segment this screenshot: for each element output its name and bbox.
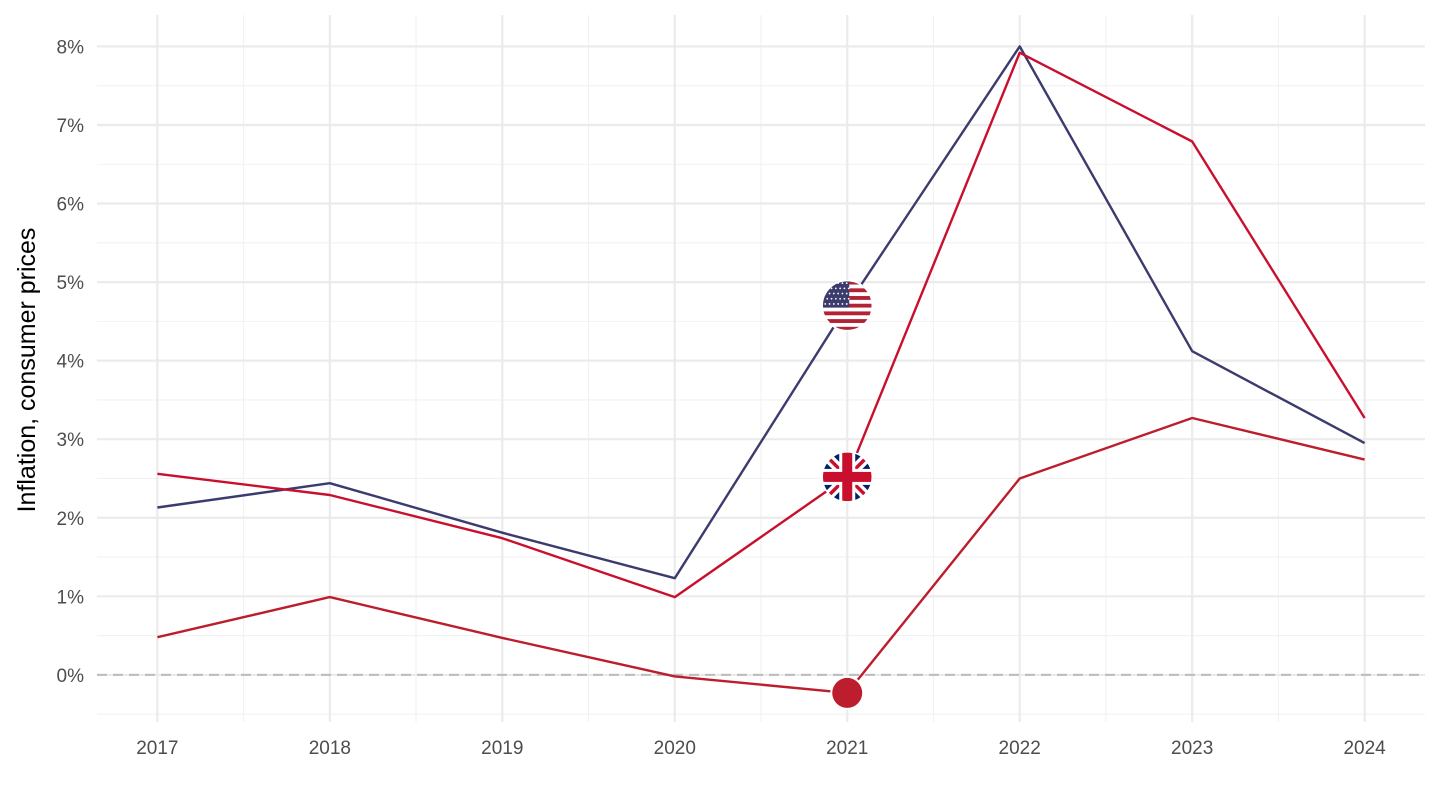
x-tick-label: 2020 bbox=[654, 738, 696, 759]
y-tick-label: 4% bbox=[57, 352, 85, 373]
series-markers bbox=[821, 279, 873, 710]
x-tick-label: 2017 bbox=[136, 738, 178, 759]
x-axis-tick-labels: 2017 2018 2019 2020 2021 2022 2023 2024 bbox=[136, 738, 1386, 759]
minor-gridlines bbox=[97, 15, 1425, 722]
series-line-1 bbox=[157, 45, 1366, 580]
us-flag-icon bbox=[821, 279, 873, 332]
series-lines bbox=[157, 45, 1366, 695]
y-tick-label: 6% bbox=[57, 195, 85, 216]
x-tick-label: 2018 bbox=[309, 738, 351, 759]
y-tick-label: 7% bbox=[57, 116, 85, 137]
y-tick-label: 1% bbox=[57, 587, 85, 608]
x-tick-label: 2023 bbox=[1171, 738, 1213, 759]
uk-flag-icon bbox=[821, 451, 873, 503]
y-axis-title: Inflation, consumer prices bbox=[13, 228, 41, 513]
y-tick-label: 3% bbox=[57, 430, 85, 451]
red-circle-icon bbox=[830, 675, 865, 710]
x-tick-label: 2021 bbox=[826, 738, 868, 759]
y-tick-label: 2% bbox=[57, 509, 85, 530]
series-line-3 bbox=[157, 416, 1365, 695]
y-axis-tick-labels: 0% 1% 2% 3% 4% 5% 6% 7% 8% bbox=[57, 37, 85, 686]
x-tick-label: 2024 bbox=[1343, 738, 1386, 759]
series-line-2 bbox=[157, 51, 1366, 599]
y-tick-label: 0% bbox=[57, 666, 85, 687]
x-tick-label: 2022 bbox=[999, 738, 1041, 759]
y-tick-label: 5% bbox=[57, 273, 85, 294]
x-tick-label: 2019 bbox=[481, 738, 523, 759]
y-tick-label: 8% bbox=[57, 37, 85, 58]
